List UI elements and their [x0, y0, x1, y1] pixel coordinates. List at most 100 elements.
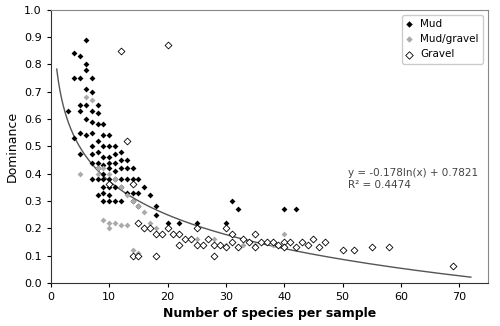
- Gravel: [304, 242, 312, 247]
- Mud/gravel: [100, 166, 108, 171]
- Gravel: [222, 245, 230, 250]
- Mud: [70, 51, 78, 56]
- Gravel: [350, 247, 358, 253]
- X-axis label: Number of species per sample: Number of species per sample: [163, 307, 376, 320]
- Gravel: [298, 239, 306, 244]
- Gravel: [175, 242, 183, 247]
- Mud: [94, 111, 102, 116]
- Mud/gravel: [240, 242, 248, 247]
- Mud/gravel: [111, 176, 119, 182]
- Mud: [222, 220, 230, 225]
- Gravel: [216, 242, 224, 247]
- Mud: [105, 166, 113, 171]
- Mud: [111, 143, 119, 149]
- Mud: [82, 116, 90, 122]
- Mud: [117, 166, 125, 171]
- Gravel: [338, 247, 346, 253]
- Mud: [100, 171, 108, 176]
- Gravel: [181, 237, 189, 242]
- Mud: [228, 198, 235, 203]
- Gravel: [251, 231, 259, 236]
- Mud: [76, 75, 84, 81]
- Mud: [164, 220, 172, 225]
- Gravel: [286, 239, 294, 244]
- Mud/gravel: [88, 97, 96, 102]
- Mud: [88, 176, 96, 182]
- Mud/gravel: [251, 242, 259, 247]
- Mud/gravel: [192, 237, 200, 242]
- Gravel: [140, 226, 148, 231]
- Gravel: [158, 231, 166, 236]
- Mud/gravel: [100, 217, 108, 223]
- Mud: [100, 143, 108, 149]
- Mud: [105, 193, 113, 198]
- Mud: [128, 198, 136, 203]
- Text: y = -0.178ln(x) + 0.7821
R² = 0.4474: y = -0.178ln(x) + 0.7821 R² = 0.4474: [348, 168, 478, 190]
- Gravel: [222, 226, 230, 231]
- Mud: [88, 119, 96, 124]
- Mud: [94, 193, 102, 198]
- Mud: [100, 122, 108, 127]
- Gravel: [134, 253, 142, 258]
- Mud/gravel: [105, 220, 113, 225]
- Mud: [105, 185, 113, 190]
- Mud/gravel: [128, 247, 136, 253]
- Mud/gravel: [175, 231, 183, 236]
- Mud: [105, 133, 113, 138]
- Gravel: [164, 226, 172, 231]
- Mud: [134, 176, 142, 182]
- Mud/gravel: [76, 171, 84, 176]
- Mud: [100, 190, 108, 195]
- Mud/gravel: [94, 166, 102, 171]
- Mud: [64, 108, 72, 113]
- Mud: [94, 149, 102, 154]
- Mud: [100, 133, 108, 138]
- Mud: [122, 157, 130, 162]
- Mud: [234, 206, 241, 212]
- Mud: [82, 103, 90, 108]
- Mud: [134, 190, 142, 195]
- Mud: [122, 166, 130, 171]
- Mud: [70, 135, 78, 141]
- Mud/gravel: [146, 220, 154, 225]
- Mud: [111, 160, 119, 165]
- Mud/gravel: [94, 171, 102, 176]
- Mud/gravel: [134, 204, 142, 209]
- Gravel: [385, 245, 393, 250]
- Mud: [82, 67, 90, 72]
- Mud/gravel: [122, 223, 130, 228]
- Mud/gravel: [140, 209, 148, 215]
- Mud: [117, 176, 125, 182]
- Mud: [111, 152, 119, 157]
- Mud: [134, 204, 142, 209]
- Gravel: [234, 245, 241, 250]
- Gravel: [210, 242, 218, 247]
- Mud: [70, 75, 78, 81]
- Gravel: [228, 231, 235, 236]
- Gravel: [204, 237, 212, 242]
- Gravel: [310, 237, 318, 242]
- Mud: [105, 143, 113, 149]
- Mud/gravel: [105, 171, 113, 176]
- Mud: [117, 157, 125, 162]
- Mud: [105, 160, 113, 165]
- Gravel: [128, 182, 136, 187]
- Gravel: [315, 245, 323, 250]
- Y-axis label: Dominance: Dominance: [6, 111, 18, 182]
- Mud: [117, 198, 125, 203]
- Gravel: [245, 239, 253, 244]
- Mud: [76, 130, 84, 135]
- Mud/gravel: [310, 237, 318, 242]
- Mud: [111, 168, 119, 173]
- Mud: [146, 193, 154, 198]
- Mud/gravel: [105, 226, 113, 231]
- Mud/gravel: [111, 220, 119, 225]
- Gravel: [268, 239, 276, 244]
- Mud: [152, 212, 160, 217]
- Mud: [76, 108, 84, 113]
- Gravel: [321, 239, 329, 244]
- Mud: [88, 108, 96, 113]
- Mud: [100, 176, 108, 182]
- Mud: [128, 190, 136, 195]
- Mud/gravel: [298, 239, 306, 244]
